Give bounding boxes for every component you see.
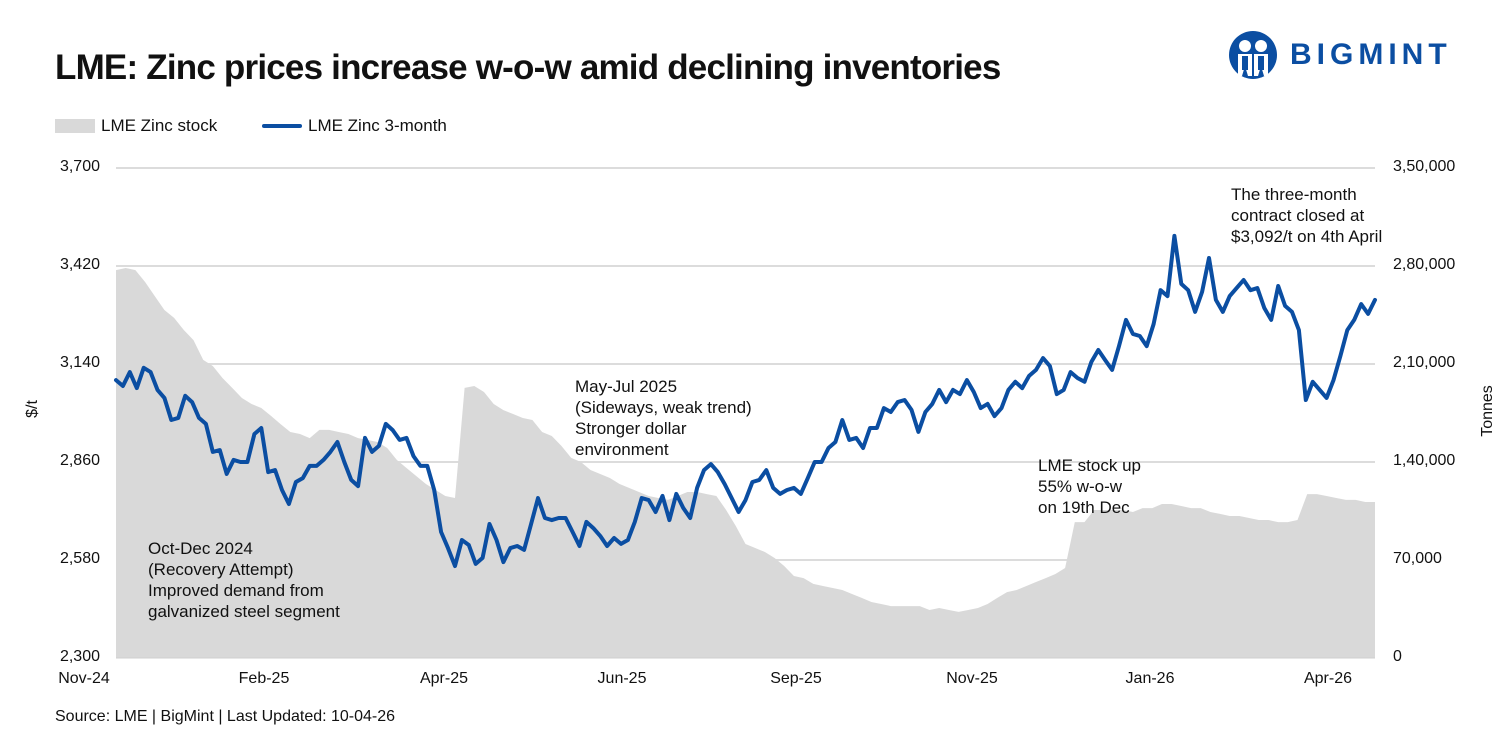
x-tick: Apr-25 — [419, 670, 469, 687]
annotation-may-jul-2025: May-Jul 2025 (Sideways, weak trend) Stro… — [575, 377, 752, 459]
y-left-tick: 2,860 — [59, 452, 100, 469]
annotation-contract-close: The three-month contract closed at $3,09… — [1231, 185, 1383, 246]
y-right-tick: 2,80,000 — [1393, 256, 1456, 273]
legend-item-stock: LME Zinc stock — [55, 116, 217, 136]
x-tick: Jun-25 — [597, 670, 647, 687]
x-tick: Nov-24 — [58, 670, 110, 687]
logo-wordmark: BIGMINT — [1290, 38, 1452, 71]
annotation-oct-dec-2024: Oct-Dec 2024 (Recovery Attempt) Improved… — [148, 539, 340, 621]
source-note: Source: LME | BigMint | Last Updated: 10… — [55, 708, 396, 725]
chart-title: LME: Zinc prices increase w-o-w amid dec… — [55, 48, 1001, 87]
x-tick: Jan-26 — [1125, 670, 1175, 687]
annotation-stock-up: LME stock up 55% w-o-w on 19th Dec — [1038, 456, 1141, 517]
y-right-tick: 2,10,000 — [1393, 354, 1456, 371]
y-left-tick: 2,300 — [59, 648, 100, 665]
x-tick: Nov-25 — [946, 670, 998, 687]
y-right-tick: 70,000 — [1393, 550, 1442, 567]
legend-swatch-line — [262, 124, 302, 128]
y-right-tick: 3,50,000 — [1393, 158, 1456, 175]
y-right-label: Tonnes — [1478, 385, 1496, 437]
price-line — [114, 233, 1377, 568]
x-tick: Apr-26 — [1303, 670, 1353, 687]
x-tick: Feb-25 — [238, 670, 290, 687]
y-left-tick: 3,140 — [59, 354, 100, 371]
logo-people-icon — [1229, 31, 1277, 79]
y-right-tick: 0 — [1393, 648, 1402, 665]
stock-area — [116, 268, 1375, 658]
x-tick: Sep-25 — [770, 670, 822, 687]
y-left-label: $/t — [23, 400, 41, 418]
y-right-tick: 1,40,000 — [1393, 452, 1456, 469]
y-left-tick: 3,700 — [59, 158, 100, 175]
bigmint-logo: BIGMINT — [1228, 30, 1452, 80]
y-left-tick: 2,580 — [59, 550, 100, 567]
y-left-tick: 3,420 — [59, 256, 100, 273]
legend-label: LME Zinc stock — [101, 116, 218, 135]
legend-label: LME Zinc 3-month — [308, 116, 447, 135]
legend-swatch-area — [55, 119, 95, 133]
legend-item-price: LME Zinc 3-month — [262, 116, 447, 136]
